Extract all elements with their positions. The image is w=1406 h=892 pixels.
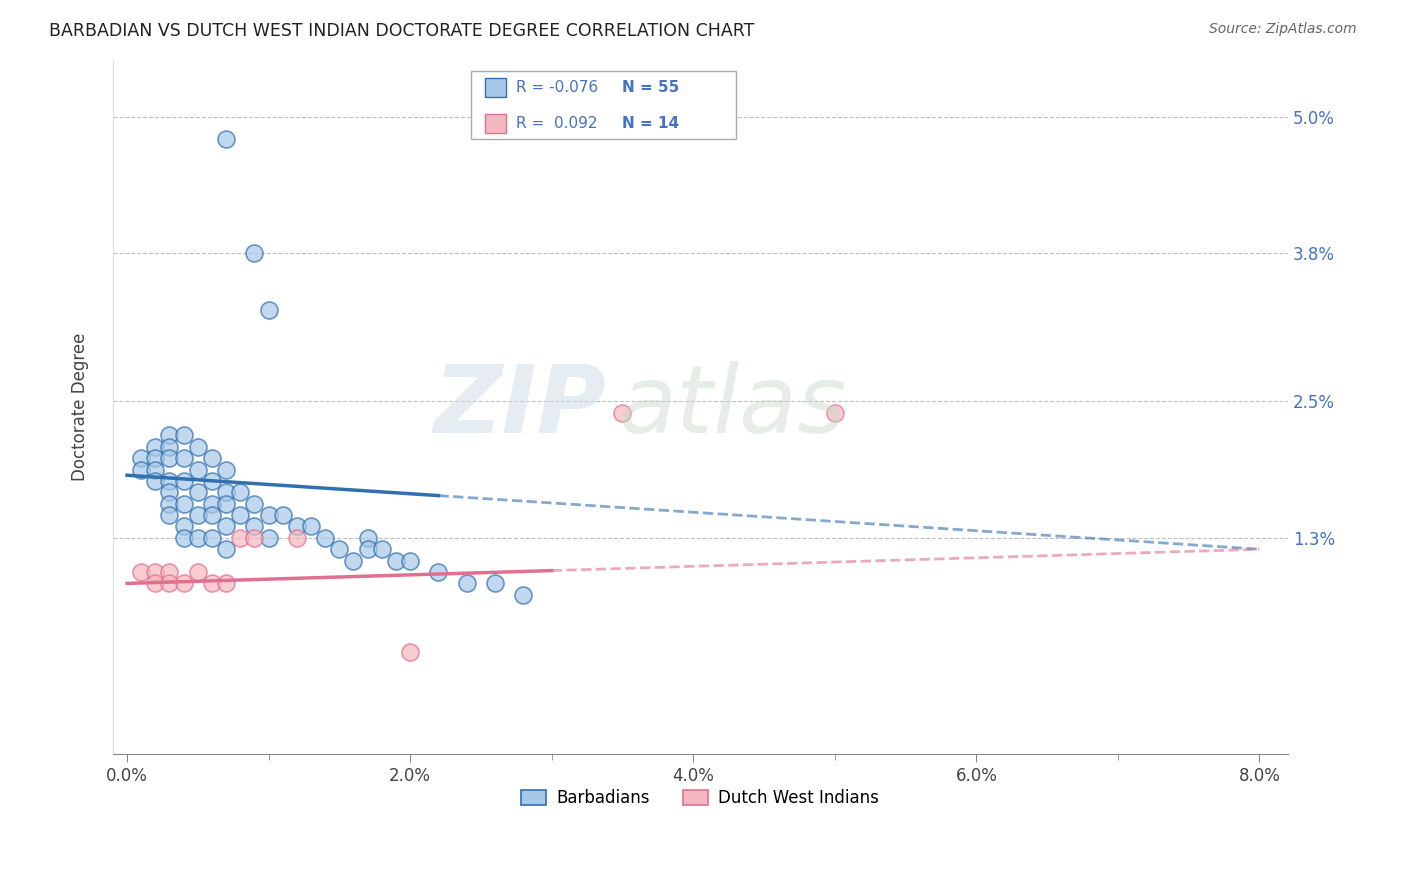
Point (143, 451, 166, 466)
Point (129, 565, 152, 579)
Point (187, 565, 209, 579)
Point (257, 508, 280, 522)
Point (299, 519, 322, 533)
Point (427, 565, 450, 579)
Point (271, 508, 294, 522)
Point (257, 303, 280, 318)
Point (173, 497, 195, 511)
Point (399, 645, 422, 659)
Point (143, 474, 166, 488)
Point (201, 451, 224, 466)
Bar (485, 78, 506, 97)
Point (456, 576, 478, 591)
Text: BARBADIAN VS DUTCH WEST INDIAN DOCTORATE DEGREE CORRELATION CHART: BARBADIAN VS DUTCH WEST INDIAN DOCTORATE… (49, 22, 755, 40)
Point (173, 451, 195, 466)
Bar (485, 113, 506, 133)
Point (484, 576, 506, 591)
Text: atlas: atlas (619, 361, 846, 452)
Point (143, 565, 166, 579)
Point (187, 485, 209, 500)
Point (356, 542, 378, 557)
Point (173, 531, 195, 545)
Point (173, 474, 195, 488)
Point (187, 440, 209, 454)
Point (612, 406, 634, 420)
Point (342, 554, 364, 568)
Point (159, 565, 181, 579)
Point (399, 554, 422, 568)
Y-axis label: Doctorate Degree: Doctorate Degree (72, 333, 89, 481)
Point (143, 576, 166, 591)
Point (824, 406, 846, 420)
Text: Source: ZipAtlas.com: Source: ZipAtlas.com (1209, 22, 1357, 37)
Point (215, 576, 238, 591)
Text: N = 55: N = 55 (621, 80, 679, 95)
Point (201, 531, 224, 545)
Point (229, 508, 252, 522)
Point (187, 508, 209, 522)
Legend: Barbadians, Dutch West Indians: Barbadians, Dutch West Indians (513, 780, 887, 815)
Point (257, 531, 280, 545)
Point (173, 519, 195, 533)
Point (159, 508, 181, 522)
Point (285, 519, 308, 533)
Point (201, 497, 224, 511)
Point (143, 440, 166, 454)
Point (512, 588, 534, 602)
Point (159, 451, 181, 466)
Point (285, 531, 308, 545)
Point (201, 474, 224, 488)
Point (243, 531, 266, 545)
Point (371, 542, 394, 557)
Point (173, 576, 195, 591)
Point (215, 132, 238, 146)
Point (159, 440, 181, 454)
Text: R = -0.076: R = -0.076 (516, 80, 598, 95)
Point (143, 462, 166, 476)
Point (187, 462, 209, 476)
Point (159, 576, 181, 591)
Text: N = 14: N = 14 (621, 116, 679, 130)
Point (159, 428, 181, 442)
Point (215, 519, 238, 533)
Point (215, 462, 238, 476)
Point (173, 428, 195, 442)
Point (356, 531, 378, 545)
Point (201, 508, 224, 522)
Point (215, 497, 238, 511)
Point (243, 246, 266, 260)
Point (243, 519, 266, 533)
Point (129, 451, 152, 466)
Point (159, 497, 181, 511)
Point (201, 576, 224, 591)
Point (129, 462, 152, 476)
Point (314, 531, 336, 545)
Point (215, 542, 238, 557)
Point (159, 474, 181, 488)
Point (159, 485, 181, 500)
Point (385, 554, 408, 568)
Point (243, 497, 266, 511)
Point (229, 531, 252, 545)
Text: ZIP: ZIP (433, 361, 606, 453)
Point (328, 542, 350, 557)
Point (215, 485, 238, 500)
Point (187, 531, 209, 545)
Point (229, 485, 252, 500)
Text: R =  0.092: R = 0.092 (516, 116, 598, 130)
